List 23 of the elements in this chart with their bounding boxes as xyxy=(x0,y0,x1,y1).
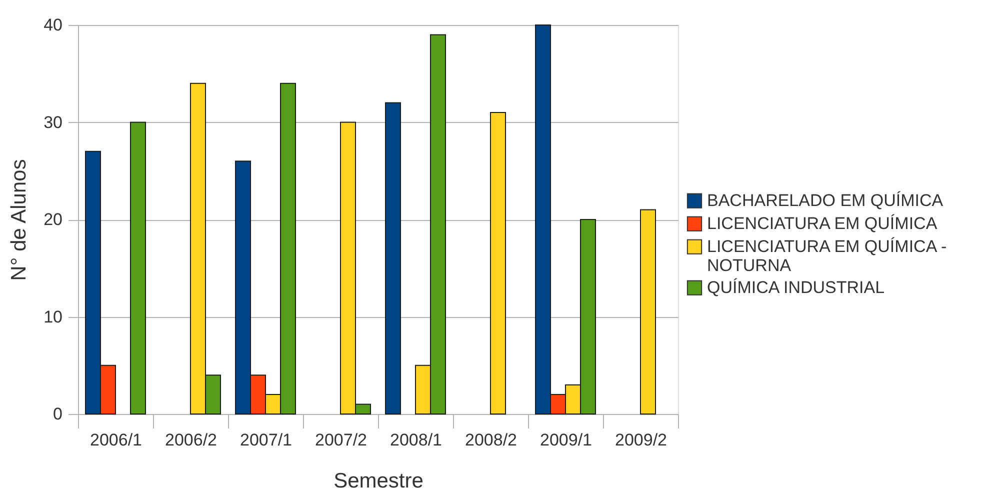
legend-label: QUÍMICA INDUSTRIAL xyxy=(707,278,885,297)
y-axis-title: N° de Alunos xyxy=(8,159,31,281)
x-tick-label: 2008/2 xyxy=(465,430,517,450)
y-tick-label: 30 xyxy=(44,112,62,132)
y-tick-label: 10 xyxy=(44,307,62,326)
y-tick-label: 40 xyxy=(44,16,62,34)
legend-label: LICENCIATURA EM QUÍMICA - NOTURNA xyxy=(707,236,947,275)
bar xyxy=(490,112,506,414)
bar xyxy=(385,102,401,414)
y-tick-label: 20 xyxy=(44,210,62,229)
legend-label: BACHARELADO EM QUÍMICA xyxy=(707,190,944,210)
x-tick-label: 2006/1 xyxy=(90,430,142,450)
bar xyxy=(130,122,146,414)
x-tick-label: 2007/2 xyxy=(315,430,367,450)
bar xyxy=(640,209,656,414)
x-axis-title: Semestre xyxy=(334,470,424,492)
y-tick-label: 0 xyxy=(53,404,62,424)
x-tick-label: 2006/2 xyxy=(165,430,217,450)
x-tick-label: 2009/2 xyxy=(615,430,667,450)
x-tick-label: 2009/1 xyxy=(540,430,592,450)
x-tick-label: 2008/1 xyxy=(390,430,442,450)
legend-label: LICENCIATURA EM QUÍMICA xyxy=(707,214,938,233)
x-tick-label: 2007/1 xyxy=(240,430,292,450)
